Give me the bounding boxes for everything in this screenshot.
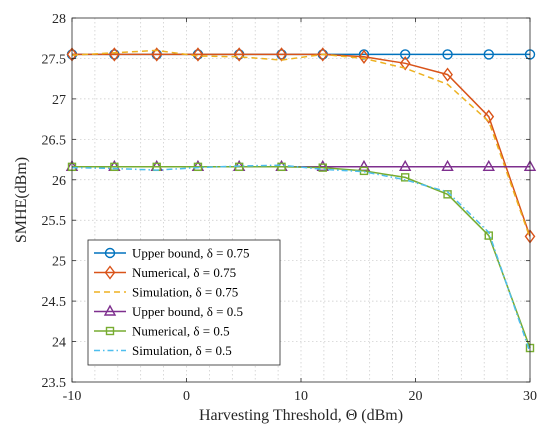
y-tick-label: 23.5 <box>42 376 67 391</box>
x-axis-label: Harvesting Threshold, Θ (dBm) <box>199 407 403 424</box>
legend-item: Simulation, δ = 0.75 <box>94 285 238 300</box>
y-tick-label: 28 <box>52 12 66 27</box>
y-axis-label: SMHE(dBm) <box>13 157 30 243</box>
data-point <box>442 67 453 82</box>
series-line <box>71 164 531 353</box>
series-layer <box>65 47 537 353</box>
data-point <box>483 109 495 124</box>
legend-marker <box>103 304 117 316</box>
data-point <box>233 47 245 62</box>
y-tick-label: 24 <box>52 336 66 351</box>
data-point <box>151 47 163 62</box>
y-tick-label: 27.5 <box>42 52 67 67</box>
data-point <box>442 49 453 60</box>
legend-marker <box>104 247 116 259</box>
data-point <box>318 163 327 172</box>
legend-label: Upper bound, δ = 0.5 <box>132 304 243 319</box>
x-tick-label: 30 <box>523 389 537 404</box>
data-point <box>192 47 204 62</box>
data-point <box>316 159 329 172</box>
data-point <box>399 56 411 71</box>
y-tick-label: 26.5 <box>42 133 67 148</box>
x-tick-label: -10 <box>63 389 82 404</box>
data-point <box>400 173 410 182</box>
series-2 <box>66 47 536 244</box>
legend-marker <box>104 265 116 280</box>
legend-box <box>87 239 281 366</box>
legend: Upper bound, δ = 0.75 Numerical, δ = 0.75… <box>87 239 281 366</box>
data-point <box>399 49 411 60</box>
y-tick-label: 25.5 <box>42 214 67 229</box>
data-point <box>483 49 494 60</box>
grid <box>72 18 530 382</box>
legend-label: Upper bound, δ = 0.75 <box>132 246 249 261</box>
data-point <box>482 159 495 172</box>
legend-label: Simulation, δ = 0.5 <box>132 343 232 358</box>
tick-labels: -10 0 10 20 30 23.5 24 24.5 25 25.5 26 26.5 27 27.5 28 <box>42 12 538 404</box>
legend-label: Numerical, δ = 0.5 <box>132 324 230 339</box>
legend-marker <box>105 326 115 336</box>
legend-label: Numerical, δ = 0.75 <box>132 265 236 280</box>
series-6 <box>71 164 531 353</box>
y-tick-label: 26 <box>52 174 66 189</box>
data-point <box>277 162 286 172</box>
legend-item: Simulation, δ = 0.5 <box>94 343 232 358</box>
data-point <box>193 162 203 172</box>
x-tick-label: 0 <box>183 389 190 404</box>
y-tick-label: 24.5 <box>42 295 67 310</box>
data-point <box>110 162 119 172</box>
data-point <box>358 49 370 64</box>
data-point <box>399 159 412 172</box>
x-tick-label: 20 <box>409 389 423 404</box>
legend-item: Numerical, δ = 0.5 <box>94 324 230 339</box>
legend-item: Upper bound, δ = 0.5 <box>94 304 243 319</box>
y-tick-label: 25 <box>52 255 66 270</box>
data-point <box>317 47 329 62</box>
series-line <box>71 49 531 239</box>
series-3 <box>71 49 531 239</box>
x-tick-label: 10 <box>294 389 308 404</box>
data-point <box>441 159 454 172</box>
y-tick-label: 27 <box>52 93 66 108</box>
legend-item: Upper bound, δ = 0.75 <box>94 246 249 261</box>
legend-item: Numerical, δ = 0.75 <box>94 265 236 280</box>
legend-label: Simulation, δ = 0.75 <box>132 285 238 300</box>
series-line <box>72 53 531 237</box>
